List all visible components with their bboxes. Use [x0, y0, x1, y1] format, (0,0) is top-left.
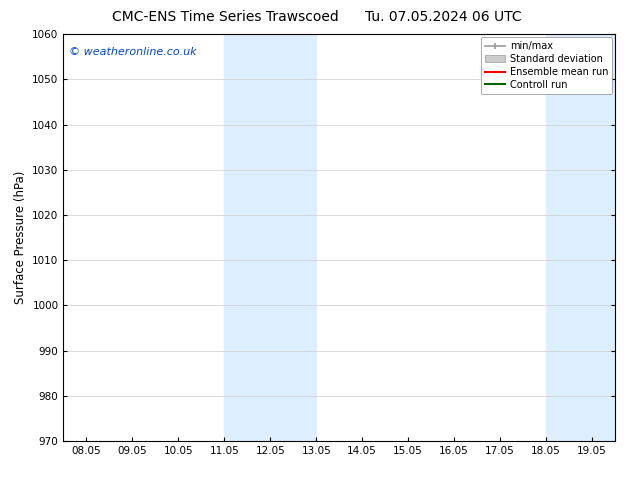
Bar	[224, 34, 316, 441]
Text: CMC-ENS Time Series Trawscoed      Tu. 07.05.2024 06 UTC: CMC-ENS Time Series Trawscoed Tu. 07.05.…	[112, 10, 522, 24]
Text: © weatheronline.co.uk: © weatheronline.co.uk	[69, 47, 197, 56]
Y-axis label: Surface Pressure (hPa): Surface Pressure (hPa)	[14, 171, 27, 304]
Legend: min/max, Standard deviation, Ensemble mean run, Controll run: min/max, Standard deviation, Ensemble me…	[481, 37, 612, 94]
Bar	[546, 34, 615, 441]
